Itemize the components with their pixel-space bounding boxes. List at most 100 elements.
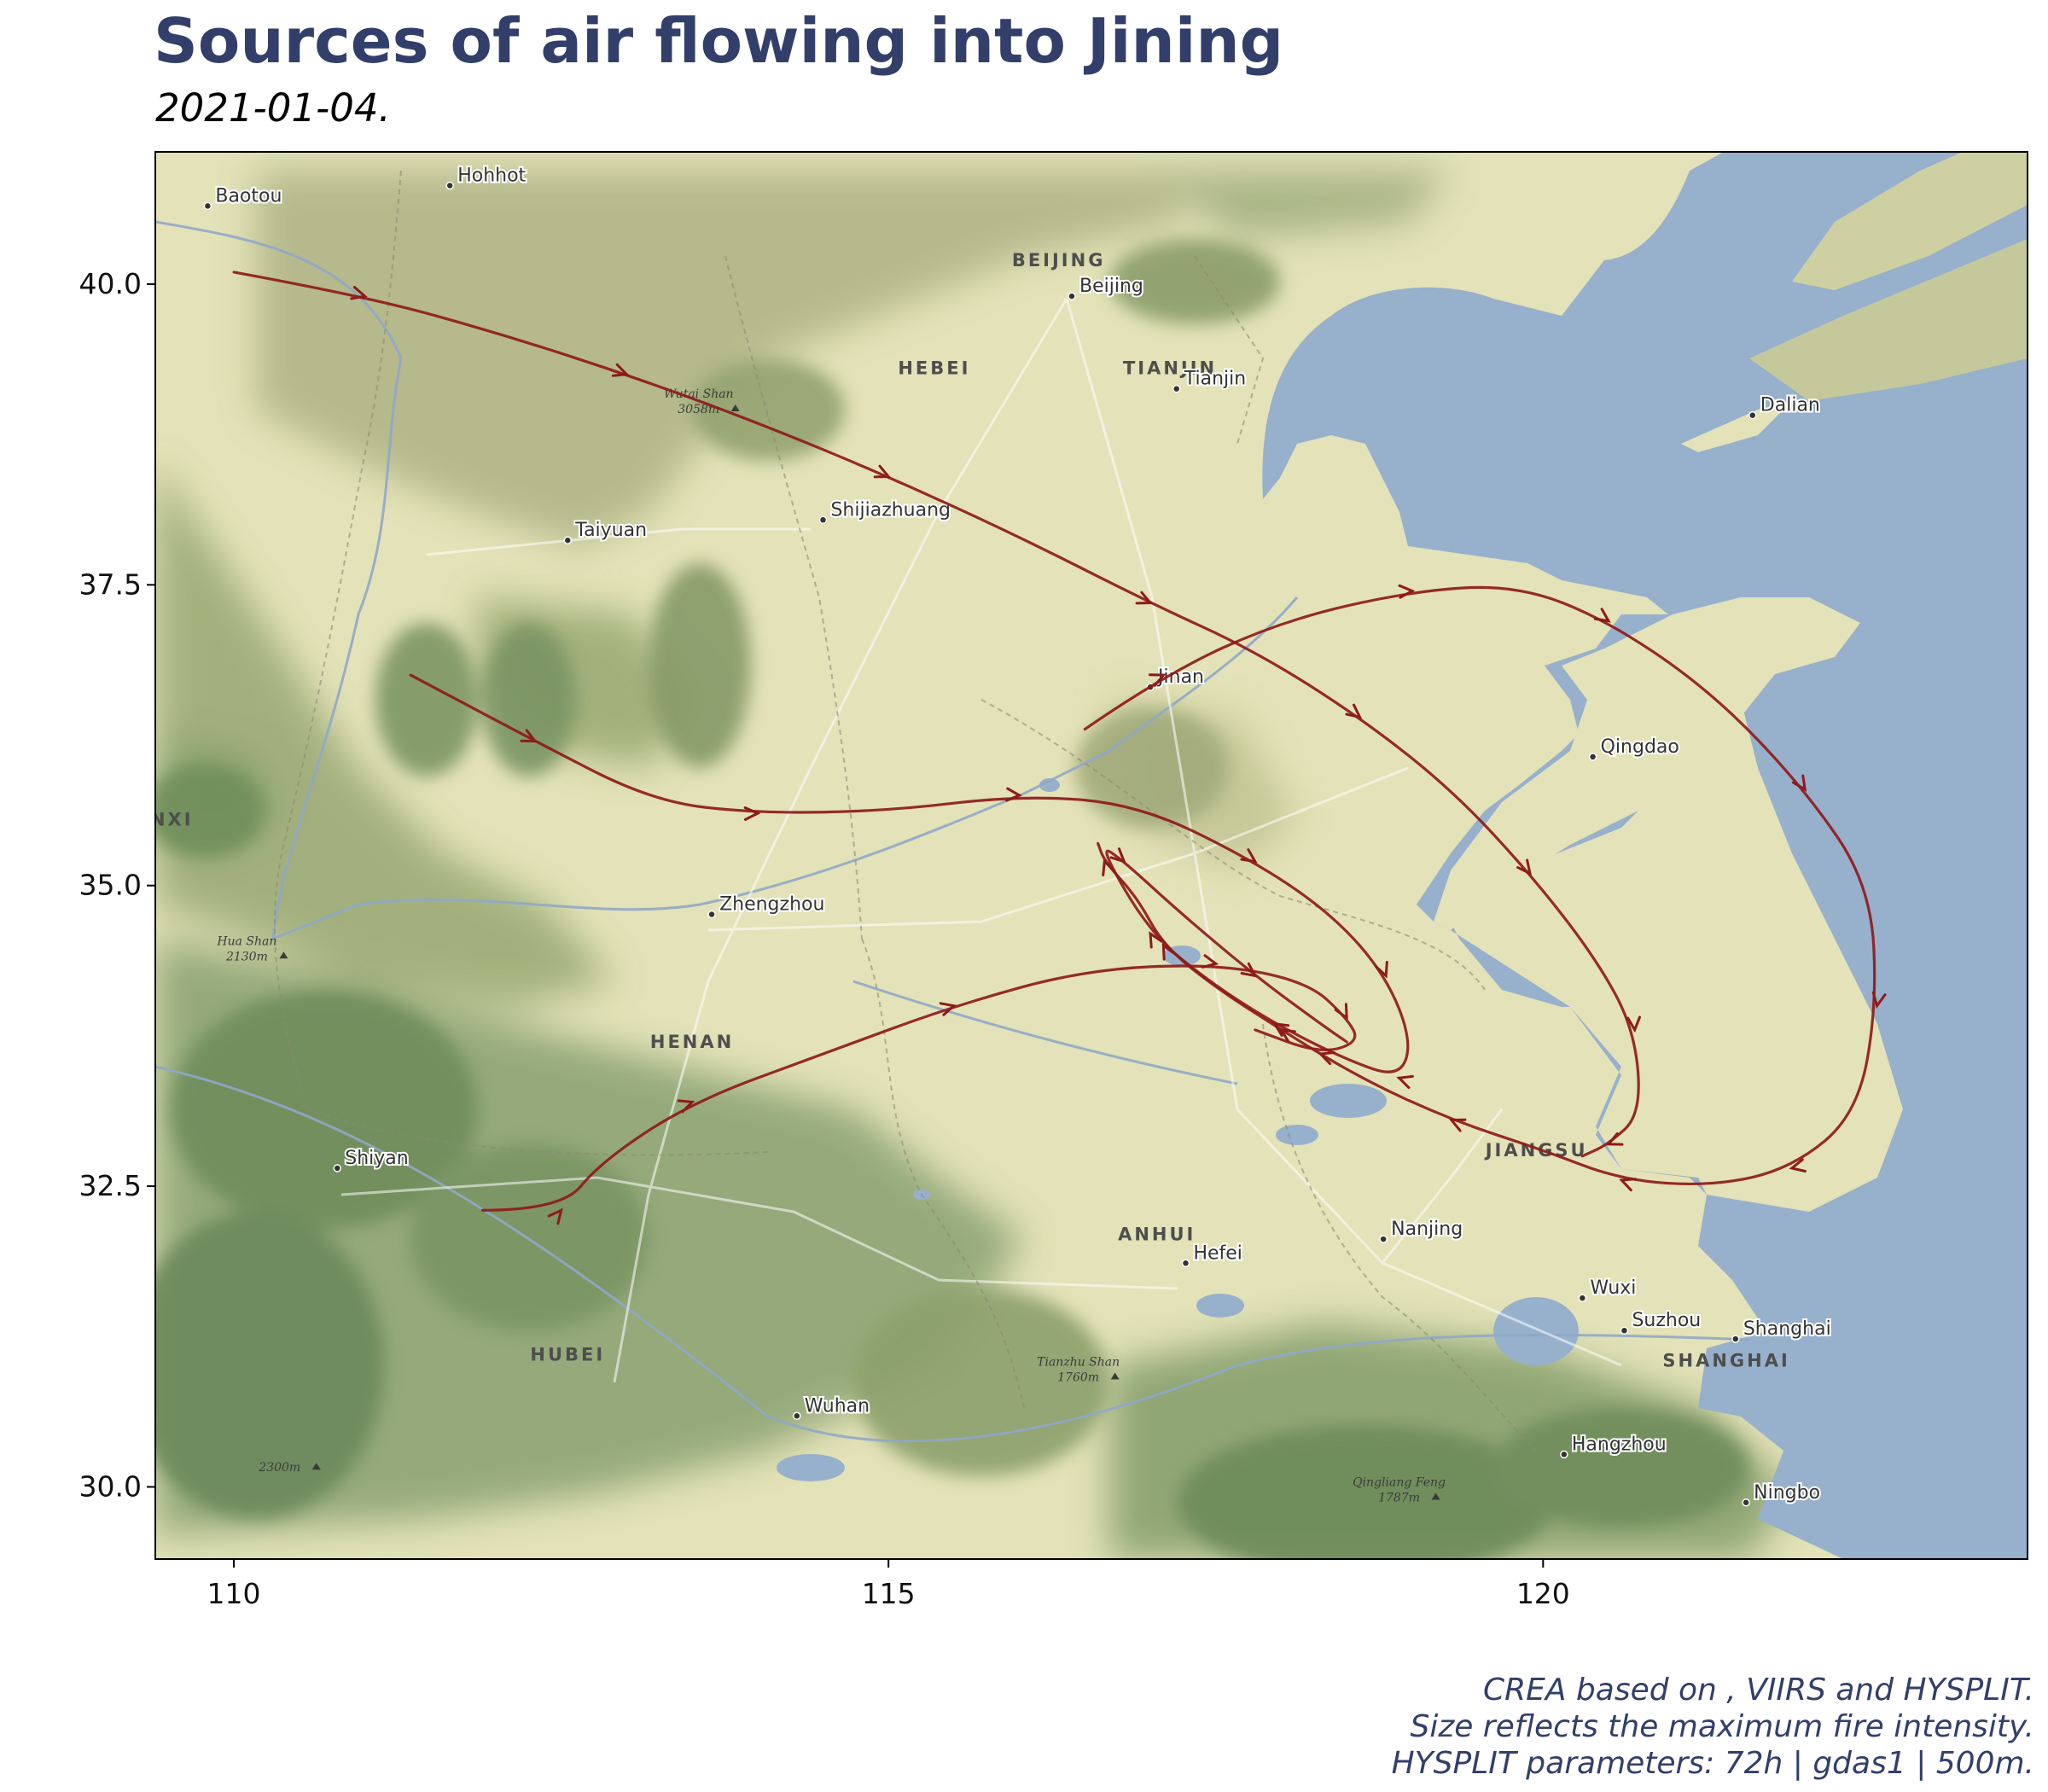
trajectory-arrow-icon	[1334, 1003, 1348, 1021]
trajectory-arrow-icon	[939, 1002, 957, 1016]
trajectory-arrow-icon	[520, 729, 538, 743]
trajectory-arrow-icon	[1374, 960, 1388, 979]
trajectory-arrow-icon	[1271, 1021, 1290, 1037]
city-label: Suzhou	[1632, 1310, 1701, 1331]
trajectory-arrow-icon	[547, 1207, 563, 1225]
city-label: Shanghai	[1743, 1318, 1831, 1340]
trajectory-arrow-icon	[1109, 847, 1126, 864]
trajectory-arrow-icon	[873, 464, 892, 479]
city-label: Baotou	[215, 185, 282, 207]
city-label: Wuxi	[1590, 1277, 1636, 1299]
trajectory-arrow-icon	[1516, 858, 1533, 876]
caption-line-size: Size reflects the maximum fire intensity…	[1410, 1709, 2034, 1744]
x-tick-label: 110	[207, 1577, 261, 1610]
peak-icon	[730, 404, 740, 411]
trajectory-arrow-icon	[611, 363, 630, 377]
roads	[340, 298, 1622, 1383]
liaodong-peninsula	[1749, 239, 2028, 401]
region-label: HEBEI	[898, 358, 970, 379]
peak-icon	[1431, 1492, 1440, 1500]
peak-elevation: 2300m	[258, 1461, 300, 1475]
trajectory-line	[480, 964, 1357, 1212]
y-tick-label: 32.5	[79, 1169, 142, 1202]
trajectory-arrow-icon	[677, 1099, 695, 1114]
trajectory-arrow-icon	[1593, 608, 1611, 623]
trajectory-line	[409, 673, 1410, 1073]
trajectory-line	[232, 271, 1640, 1158]
x-tick-label: 115	[862, 1577, 916, 1610]
trajectory-arrow-icon	[1201, 954, 1219, 969]
city-dot-icon	[445, 181, 454, 190]
region-label: HUBEI	[530, 1344, 605, 1364]
trajectory-arrow-icon	[1626, 1015, 1642, 1033]
city-dot-icon	[333, 1164, 342, 1172]
trajectory-arrow-icon	[1605, 1132, 1624, 1146]
city-dot-icon	[818, 515, 828, 525]
region-label: BEIJING	[1012, 250, 1106, 271]
x-tick-label: 120	[1516, 1577, 1570, 1610]
city-label: Beijing	[1079, 276, 1143, 297]
peak-name: Qingliang Feng	[1353, 1475, 1446, 1489]
city-dot-icon	[1731, 1335, 1740, 1343]
y-axis: 30.0 32.5 35.0 37.5 40.0	[79, 267, 155, 1503]
trajectory-arrow-icon	[1871, 991, 1887, 1009]
city-label: Wuhan	[805, 1395, 870, 1417]
city-dot-icon	[1560, 1450, 1568, 1459]
trajectory-arrow-icon	[1240, 962, 1258, 978]
trajectory-arrow-icon	[743, 806, 761, 821]
trajectory-arrow-icon	[1398, 584, 1416, 599]
city-dot-icon	[1578, 1294, 1587, 1302]
peak-labels: Wutai Shan 3058m Hua Shan 2130m Tianzhu Shan…	[216, 387, 1446, 1505]
city-label: Dalian	[1760, 395, 1820, 416]
city-dot-icon	[1379, 1235, 1388, 1243]
y-tick-label: 40.0	[79, 267, 142, 300]
city-dot-icon	[1068, 292, 1076, 300]
province-borders	[273, 170, 1537, 1452]
region-label: ANHUI	[1118, 1225, 1196, 1245]
city-label: Shijiazhuang	[830, 499, 951, 521]
city-label: Tianjin	[1184, 369, 1246, 390]
y-tick-label: 30.0	[79, 1469, 142, 1503]
basemap: BEIJING HEBEI TIANJIN AANXI HENAN ANHUI JIANGS…	[117, 152, 2028, 1559]
city-dot-icon	[203, 201, 212, 211]
dalian-tip	[1681, 401, 1792, 452]
peak-name: Tianzhu Shan	[1037, 1356, 1120, 1370]
city-dot-icon	[1742, 1498, 1750, 1507]
trajectory-arrow-icon	[350, 286, 368, 300]
peak-icon	[1110, 1372, 1120, 1380]
shandong-peninsula	[1434, 597, 1860, 930]
peak-elevation: 1760m	[1057, 1371, 1099, 1385]
place-labels: Baotou Hohhot Beijing Tianjin Dalian Taiyuan S…	[203, 163, 1833, 1507]
trajectory-arrow-icon	[1619, 1178, 1637, 1192]
city-dot-icon	[1748, 410, 1757, 420]
mountain-patches	[155, 239, 1749, 1559]
region-label: HENAN	[650, 1032, 734, 1052]
trajectory-arrow-icon	[1148, 673, 1167, 687]
peak-elevation: 3058m	[678, 403, 719, 416]
peak-elevation: 1787m	[1378, 1491, 1420, 1504]
city-dot-icon	[707, 910, 716, 919]
trajectory-arrow-icon	[1240, 848, 1258, 864]
city-dot-icon	[1588, 753, 1597, 761]
trajectory-arrow-icon	[1318, 1050, 1335, 1066]
city-label: Qingdao	[1601, 736, 1679, 758]
trajectory-arrow-icon	[1149, 931, 1163, 949]
city-label: Nanjing	[1391, 1219, 1463, 1240]
city-label: Hefei	[1193, 1242, 1242, 1264]
region-label: TIANJIN	[1123, 358, 1217, 379]
region-labels: BEIJING HEBEI TIANJIN AANXI HENAN ANHUI JIANGS…	[117, 250, 1788, 1371]
region-label: JIANGSU	[1484, 1140, 1588, 1161]
x-axis: 110 115 120	[207, 1559, 1570, 1610]
region-label: AANXI	[117, 809, 193, 829]
city-label: Ningbo	[1754, 1482, 1820, 1504]
city-dot-icon	[1620, 1326, 1629, 1335]
city-dot-icon	[1181, 1259, 1190, 1268]
trajectory-arrow-icon	[1791, 774, 1807, 792]
peak-name: Hua Shan	[216, 934, 276, 948]
caption-line-params: HYSPLIT parameters: 72h | gdas1 | 500m.	[1391, 1746, 2034, 1781]
trajectory-line	[1083, 585, 1876, 1186]
trajectory-arrow-icon	[1396, 1074, 1414, 1090]
trajectory-arrow-icon	[1005, 787, 1023, 802]
city-dot-icon	[563, 536, 573, 544]
